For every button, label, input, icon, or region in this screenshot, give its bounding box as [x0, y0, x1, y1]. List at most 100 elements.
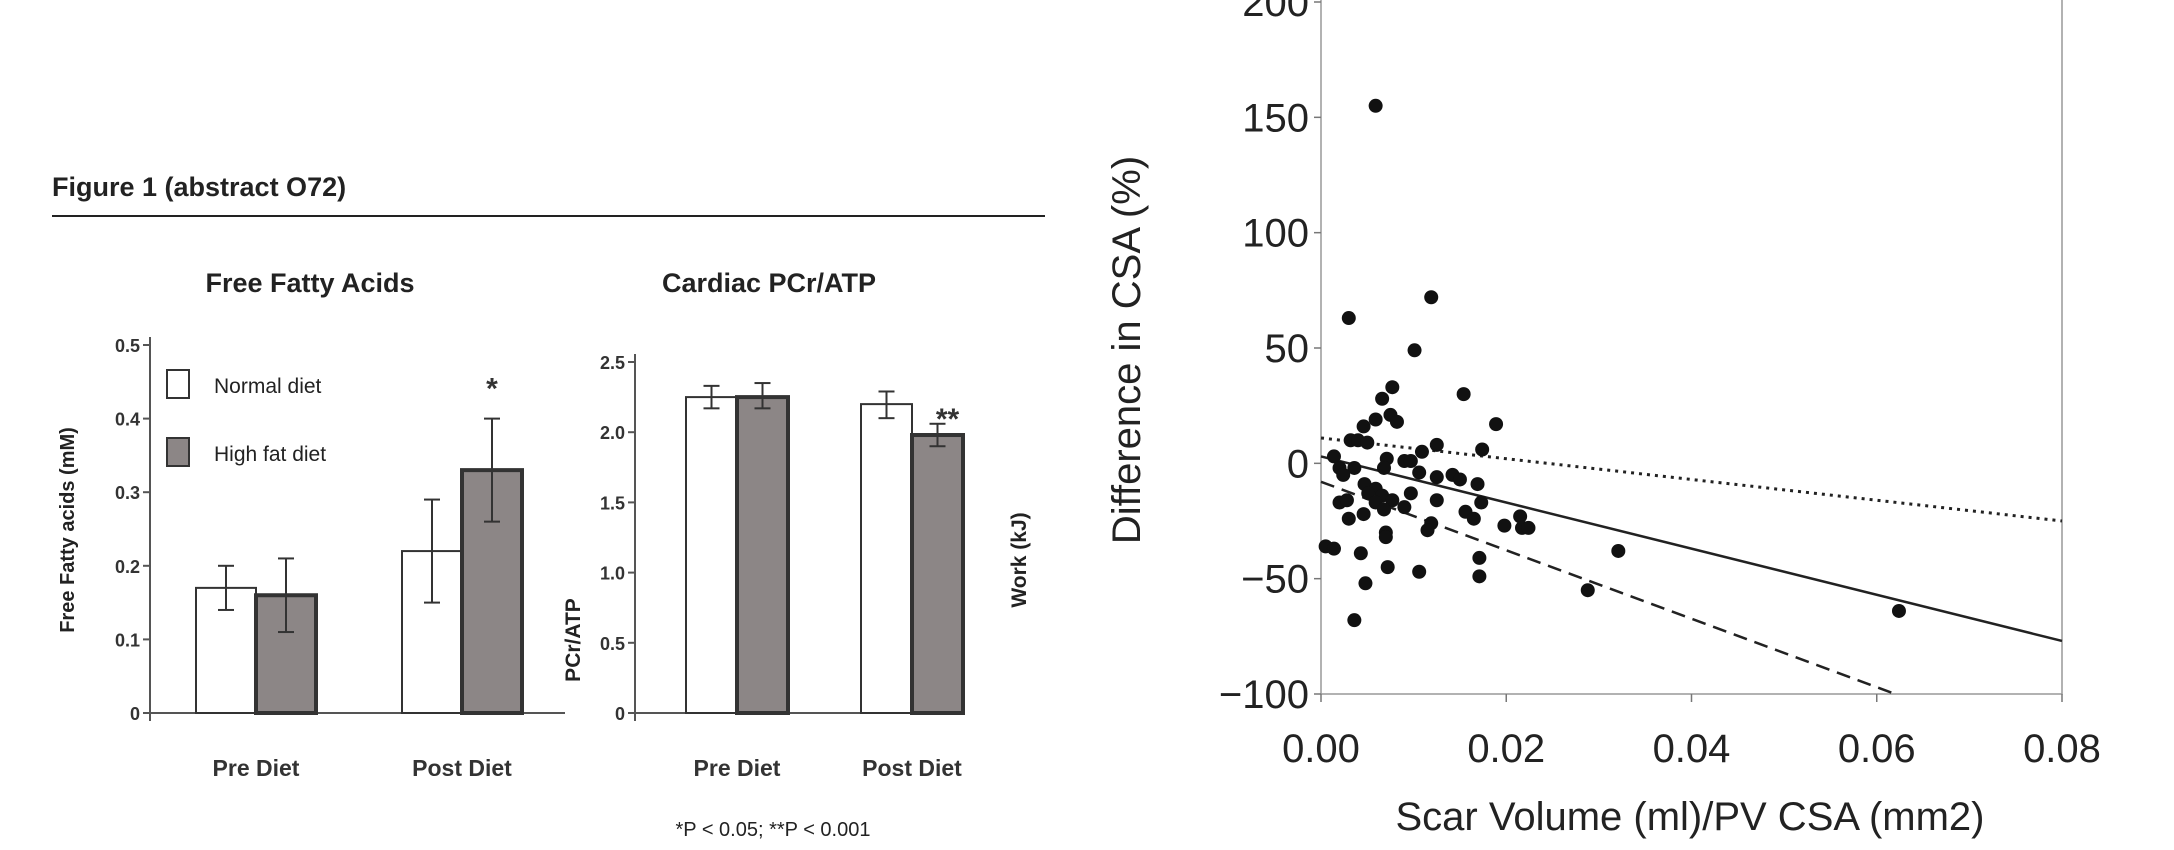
- data-point: [1489, 417, 1504, 432]
- y-tick-label: 2.0: [600, 423, 625, 443]
- legend-swatch-high-fat: [166, 437, 190, 467]
- data-point: [1429, 493, 1444, 508]
- bar: [735, 395, 790, 715]
- y-tick-label: 2.5: [600, 353, 625, 373]
- y-tick-label: 0.2: [115, 557, 140, 577]
- data-point: [1385, 493, 1400, 508]
- data-point: [1891, 603, 1906, 618]
- data-point: [1472, 569, 1487, 584]
- y-tick-label: 0.5: [600, 634, 625, 654]
- data-point: [1339, 493, 1354, 508]
- figure-title: Figure 1 (abstract O72): [52, 172, 346, 202]
- data-point: [1429, 470, 1444, 485]
- y-tick-label: −50: [1241, 558, 1309, 602]
- data-point: [1470, 477, 1485, 492]
- data-point: [1375, 391, 1390, 406]
- data-point: [1414, 444, 1429, 459]
- data-point: [1475, 442, 1490, 457]
- y-tick-label: 200: [1242, 0, 1309, 25]
- data-point: [1497, 518, 1512, 533]
- bar: [910, 433, 965, 715]
- bar: [685, 396, 738, 714]
- x-tick-label: 0.06: [1838, 727, 1916, 771]
- x-tick-label: 0.00: [1282, 727, 1360, 771]
- data-point: [1326, 541, 1341, 556]
- data-point: [1347, 613, 1362, 628]
- ffa-chart-title: Free Fatty Acids: [205, 268, 414, 298]
- data-point: [1397, 500, 1412, 515]
- data-point: [1412, 465, 1427, 480]
- y-tick-label: 1.5: [600, 493, 625, 513]
- data-point: [1389, 414, 1404, 429]
- x-tick-label: 0.04: [1653, 727, 1731, 771]
- ffa-legend: Normal diet High fat diet: [166, 369, 326, 467]
- data-point: [1380, 560, 1395, 575]
- pcr-chart-title: Cardiac PCr/ATP: [662, 268, 876, 298]
- y-tick-label: 0: [615, 704, 625, 724]
- plot-frame: [1320, 0, 2063, 695]
- data-point: [1580, 583, 1595, 598]
- data-point: [1356, 419, 1371, 434]
- data-point: [1385, 380, 1400, 395]
- data-point: [1513, 509, 1528, 524]
- y-tick-label: 150: [1242, 96, 1309, 140]
- x-tick-label: 0.02: [1467, 727, 1545, 771]
- data-point: [1353, 546, 1368, 561]
- significance-marker: **: [936, 403, 960, 436]
- y-tick-label: 0.3: [115, 483, 140, 503]
- data-point: [1472, 550, 1487, 565]
- data-point: [1360, 435, 1375, 450]
- scatter-x-label: Scar Volume (ml)/PV CSA (mm2): [1395, 795, 1984, 839]
- ffa-bar-chart: 0 0.1 0.2 0.3 0.4 0.5 Pre Diet Post Diet *: [115, 336, 565, 781]
- y-tick-label: 50: [1265, 327, 1310, 371]
- y-tick-label: 0.5: [115, 336, 140, 356]
- legend-label-high-fat: High fat diet: [214, 443, 326, 466]
- data-point: [1424, 290, 1439, 305]
- legend-swatch-normal: [166, 369, 190, 399]
- data-point: [1341, 511, 1356, 526]
- data-point: [1429, 437, 1444, 452]
- scatter-y-label: Difference in CSA (%): [1105, 156, 1149, 544]
- data-point: [1356, 507, 1371, 522]
- legend-label-normal: Normal diet: [214, 375, 322, 398]
- y-tick-label: 1.0: [600, 564, 625, 584]
- pcr-bar-chart: 0 0.5 1.0 1.5 2.0 2.5 Pre Diet Post Diet **: [600, 353, 965, 781]
- work-y-label: Work (kJ): [1008, 512, 1031, 607]
- data-point: [1376, 460, 1391, 475]
- data-point: [1376, 502, 1391, 517]
- data-point: [1407, 343, 1422, 358]
- regression-line-solid: [1320, 455, 2063, 643]
- data-point: [1403, 486, 1418, 501]
- data-point: [1474, 495, 1489, 510]
- category-label: Post Diet: [412, 755, 512, 781]
- pcr-y-label: PCr/ATP: [562, 598, 585, 682]
- data-point: [1521, 520, 1536, 535]
- ffa-y-label: Free Fatty acids (mM): [57, 427, 79, 633]
- data-point: [1358, 576, 1373, 591]
- data-point: [1466, 511, 1481, 526]
- data-point: [1368, 98, 1383, 113]
- y-tick-label: 0.4: [115, 410, 140, 430]
- y-tick-label: 0: [130, 704, 140, 724]
- data-point: [1326, 449, 1341, 464]
- bar: [860, 403, 913, 714]
- data-point: [1412, 564, 1427, 579]
- y-tick-label: 0: [1287, 442, 1309, 486]
- y-tick-label: 100: [1242, 212, 1309, 256]
- y-tick-label: −100: [1219, 673, 1309, 717]
- footnote: *P < 0.05; **P < 0.001: [676, 819, 871, 841]
- y-tick-label: 0.1: [115, 630, 140, 650]
- data-point: [1611, 543, 1626, 558]
- regression-line-dashed: [1320, 480, 1896, 696]
- data-point: [1452, 472, 1467, 487]
- data-point: [1341, 311, 1356, 326]
- category-label: Pre Diet: [694, 755, 781, 781]
- category-label: Post Diet: [862, 755, 962, 781]
- data-point: [1368, 412, 1383, 427]
- category-label: Pre Diet: [213, 755, 300, 781]
- data-point: [1336, 467, 1351, 482]
- scatter-plot: 0.00 0.02 0.04 0.06 0.08 −100 −50 0 50 100 150 200: [1219, 0, 2101, 771]
- data-point: [1403, 454, 1418, 469]
- data-point: [1347, 460, 1362, 475]
